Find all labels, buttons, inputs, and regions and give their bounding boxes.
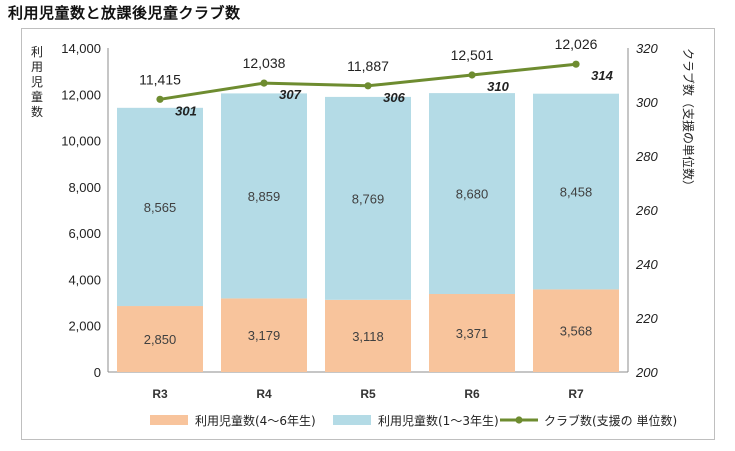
club-count-point <box>364 82 372 90</box>
data-label-4-6: 2,850 <box>144 332 177 347</box>
club-count-point <box>156 95 164 103</box>
bar-segment-1-3 <box>325 96 411 300</box>
total-label: 11,415 <box>139 71 181 87</box>
y-left-tick-label: 0 <box>94 365 101 380</box>
club-count-label: 310 <box>487 79 509 94</box>
data-label-1-3: 8,769 <box>352 191 385 206</box>
bar-segment-4-6 <box>429 293 515 372</box>
legend-label-club: クラブ数(支援の 単位数) <box>544 413 677 428</box>
x-tick-label: R5 <box>360 387 376 401</box>
y-right-tick-label: 320 <box>636 41 658 56</box>
data-label-1-3: 8,565 <box>144 200 177 215</box>
data-label-4-6: 3,179 <box>248 328 281 343</box>
data-label-1-3: 8,680 <box>456 187 489 202</box>
x-tick-label: R3 <box>152 387 168 401</box>
y-left-tick-label: 2,000 <box>68 319 101 334</box>
bar-segment-4-6 <box>533 289 619 372</box>
data-label-4-6: 3,118 <box>352 329 384 344</box>
total-label: 12,026 <box>555 36 598 52</box>
data-label-4-6: 3,568 <box>560 324 593 339</box>
club-count-label: 306 <box>383 90 405 105</box>
bar-segment-4-6 <box>325 299 411 372</box>
club-count-label: 301 <box>175 103 197 118</box>
legend-swatch-4-6 <box>150 415 188 425</box>
x-tick-label: R6 <box>464 387 480 401</box>
total-label: 11,887 <box>347 58 389 74</box>
club-count-label: 307 <box>279 87 301 102</box>
legend-swatch-1-3 <box>333 415 371 425</box>
y-right-tick-label: 280 <box>635 149 658 164</box>
x-tick-label: R4 <box>256 387 272 401</box>
y-left-tick-label: 14,000 <box>61 41 101 56</box>
y-left-tick-label: 10,000 <box>61 134 101 149</box>
x-tick-label: R7 <box>568 387 584 401</box>
y-right-tick-label: 220 <box>635 311 658 326</box>
y-right-tick-label: 240 <box>635 257 658 272</box>
chart-frame <box>21 28 715 440</box>
total-label: 12,038 <box>243 55 286 71</box>
bar-segment-4-6 <box>221 298 307 372</box>
data-label-4-6: 3,371 <box>456 326 489 341</box>
y-right-tick-label: 300 <box>636 95 658 110</box>
y-left-tick-label: 12,000 <box>61 87 101 102</box>
bar-segment-4-6 <box>117 306 203 372</box>
data-label-1-3: 8,859 <box>248 189 281 204</box>
page-title: 利用児童数と放課後児童クラブ数 <box>8 4 241 22</box>
y-left-tick-label: 8,000 <box>68 180 101 195</box>
club-count-point <box>572 60 580 68</box>
y-left-axis-title-char: 用 <box>31 60 43 74</box>
total-label: 12,501 <box>451 47 494 63</box>
legend-marker-club <box>515 416 523 424</box>
y-left-tick-label: 6,000 <box>68 226 101 241</box>
y-left-axis-title-char: 利 <box>31 45 43 59</box>
y-right-tick-label: 260 <box>635 203 658 218</box>
bar-segment-1-3 <box>221 93 307 299</box>
legend-label-4-6: 利用児童数(4〜6年生) <box>195 413 316 428</box>
y-right-tick-label: 200 <box>635 365 658 380</box>
club-count-point <box>260 79 268 87</box>
y-left-axis-title-char: 童 <box>31 89 43 104</box>
legend-label-1-3: 利用児童数(1〜3年生) <box>378 413 499 428</box>
y-left-axis-title-char: 児 <box>31 75 43 89</box>
club-count-label: 314 <box>591 68 613 83</box>
bar-segment-1-3 <box>429 93 515 294</box>
data-label-1-3: 8,458 <box>560 185 593 200</box>
y-left-tick-label: 4,000 <box>68 272 101 287</box>
club-count-point <box>468 71 476 79</box>
y-left-axis-title-char: 数 <box>31 104 43 119</box>
bar-segment-1-3 <box>533 93 619 290</box>
bar-segment-1-3 <box>117 107 203 307</box>
y-right-axis-title: クラブ数（支援の単位数） <box>681 48 696 192</box>
